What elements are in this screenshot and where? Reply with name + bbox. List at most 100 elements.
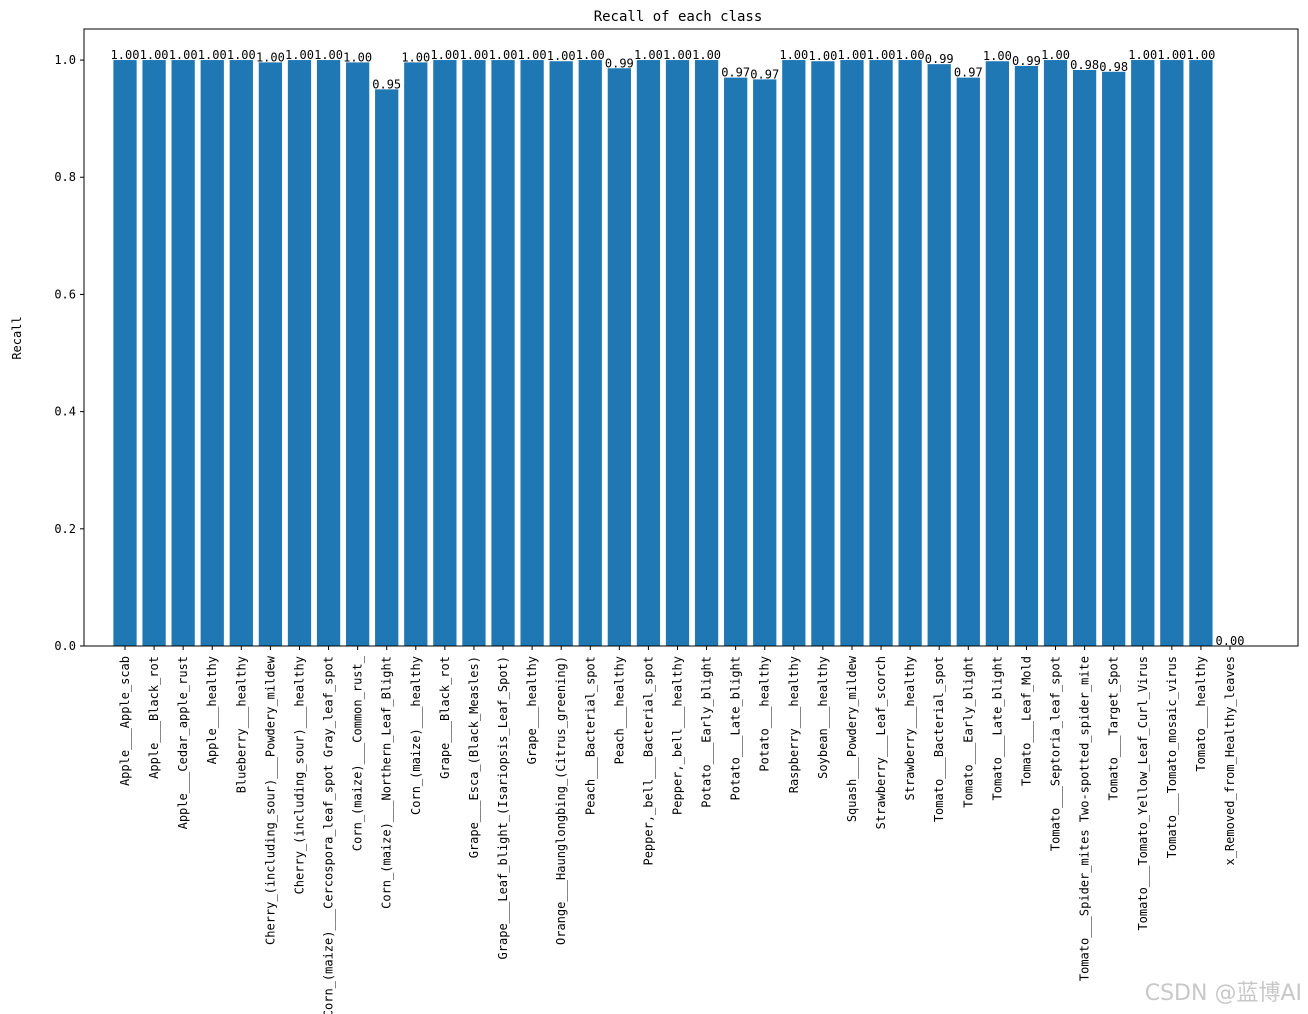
- value-label: 1.00: [430, 48, 459, 62]
- bar: [607, 68, 631, 647]
- bar: [811, 61, 835, 646]
- x-tick-label: Strawberry___Leaf_scorch: [874, 656, 888, 829]
- plot-frame: [83, 28, 1299, 647]
- value-label: 1.00: [576, 48, 605, 62]
- value-label: 1.00: [808, 49, 837, 63]
- bar: [724, 77, 748, 647]
- value-label: 1.00: [1186, 48, 1215, 62]
- value-label: 1.00: [547, 49, 576, 63]
- chart-title: Recall of each class: [594, 9, 763, 25]
- x-tick-label: Tomato___Late_blight: [990, 656, 1004, 801]
- value-label: 1.00: [518, 48, 547, 62]
- bar: [549, 61, 573, 646]
- value-label: 0.98: [1099, 60, 1128, 74]
- x-tick-label: Corn_(maize)___healthy: [409, 656, 423, 815]
- value-label: 1.00: [314, 48, 343, 62]
- x-tick-label: Apple___Black_rot: [147, 656, 161, 779]
- bar: [404, 62, 428, 646]
- bar: [433, 60, 457, 647]
- y-tick-label: 0.8: [54, 170, 76, 184]
- bar: [1014, 65, 1039, 646]
- bar: [491, 60, 515, 647]
- x-tick-label: Blueberry___healthy: [234, 656, 248, 793]
- x-tick-label: Corn_(maize)___Cercospora_leaf_spot Gray…: [322, 656, 336, 1014]
- x-tick-label: Grape___Leaf_blight_(Isariopsis_Leaf_Spo…: [496, 656, 510, 959]
- value-label: 1.00: [343, 50, 372, 64]
- value-label: 0.97: [954, 66, 983, 80]
- x-tick-label: Orange___Haunglongbing_(Citrus_greening): [554, 656, 568, 945]
- y-tick-label: 0.6: [54, 287, 76, 301]
- value-label: 1.00: [459, 48, 488, 62]
- bar: [520, 60, 544, 647]
- value-label: 0.97: [721, 66, 750, 80]
- x-tick-label: Tomato___Target_Spot: [1107, 656, 1121, 801]
- value-label: 1.00: [401, 50, 430, 64]
- x-tick-label: Tomato___Leaf_Mold: [1019, 656, 1033, 786]
- x-tick-label: Tomato___Bacterial_spot: [932, 656, 946, 822]
- value-label: 1.00: [634, 48, 663, 62]
- x-tick-label: Apple___Cedar_apple_rust: [176, 656, 190, 829]
- value-label: 1.00: [896, 48, 925, 62]
- x-tick-label: Squash___Powdery_mildew: [845, 655, 859, 822]
- bar: [113, 60, 137, 647]
- bar: [927, 64, 951, 647]
- bar: [1189, 60, 1213, 647]
- value-label: 1.00: [198, 48, 227, 62]
- bar: [753, 79, 777, 647]
- value-label: 1.00: [779, 48, 808, 62]
- x-tick-label: Cherry_(including_sour)___Powdery_mildew: [263, 655, 277, 945]
- bar: [375, 89, 399, 647]
- bar: [1072, 70, 1097, 647]
- value-label: 0.97: [750, 67, 779, 81]
- x-tick-label: Raspberry___healthy: [787, 656, 801, 793]
- y-tick-label: 0.4: [54, 405, 76, 419]
- value-label: 1.00: [867, 48, 896, 62]
- bar: [898, 60, 922, 647]
- bar: [1160, 60, 1184, 647]
- bar: [142, 60, 166, 647]
- x-tick-label: Potato___Late_blight: [729, 656, 743, 801]
- y-tick-label: 0.2: [54, 522, 76, 536]
- bar: [229, 60, 253, 647]
- x-tick-label: Cherry_(including_sour)___healthy: [292, 656, 306, 894]
- x-tick-label: Apple___Apple_scab: [118, 656, 132, 786]
- x-tick-label: Corn_(maize)___Northern_Leaf_Blight: [380, 656, 394, 909]
- value-label: 0.99: [925, 52, 954, 66]
- value-label: 1.00: [227, 48, 256, 62]
- bar: [1102, 71, 1126, 646]
- bar: [985, 61, 1009, 646]
- bar: [287, 60, 312, 647]
- value-label: 1.00: [169, 48, 198, 62]
- x-tick-label: Tomato___healthy: [1194, 656, 1208, 772]
- x-tick-label: Tomato___Septoria_leaf_spot: [1049, 656, 1063, 851]
- x-tick-label: Grape___healthy: [525, 656, 539, 764]
- value-label: 1.00: [285, 48, 314, 62]
- bar: [316, 60, 341, 647]
- bar: [578, 60, 602, 647]
- value-label: 0.00: [1216, 634, 1245, 648]
- value-label: 1.00: [1128, 48, 1157, 62]
- value-label: 1.00: [111, 48, 140, 62]
- bar: [1043, 60, 1068, 647]
- x-tick-label: Tomato___Tomato_mosaic_virus: [1165, 656, 1179, 858]
- value-label: 1.00: [663, 48, 692, 62]
- x-tick-label: Tomato___Spider_mites Two-spotted_spider…: [1078, 656, 1092, 981]
- value-label: 0.99: [605, 56, 634, 70]
- bar: [956, 77, 980, 647]
- bar: [694, 60, 719, 647]
- x-tick-label: Peach___healthy: [612, 656, 626, 764]
- bar: [346, 62, 370, 646]
- value-label: 1.00: [983, 49, 1012, 63]
- bar: [200, 60, 224, 647]
- x-tick-label: Potato___Early_blight: [700, 656, 714, 808]
- x-tick-label: Pepper,_bell___healthy: [671, 656, 685, 815]
- value-label: 1.00: [1157, 48, 1186, 62]
- bar: [869, 60, 893, 647]
- x-tick-label: Apple___healthy: [205, 656, 219, 764]
- bar: [1131, 60, 1155, 647]
- value-label: 1.00: [838, 48, 867, 62]
- value-label: 0.95: [372, 77, 401, 91]
- value-label: 1.00: [256, 50, 285, 64]
